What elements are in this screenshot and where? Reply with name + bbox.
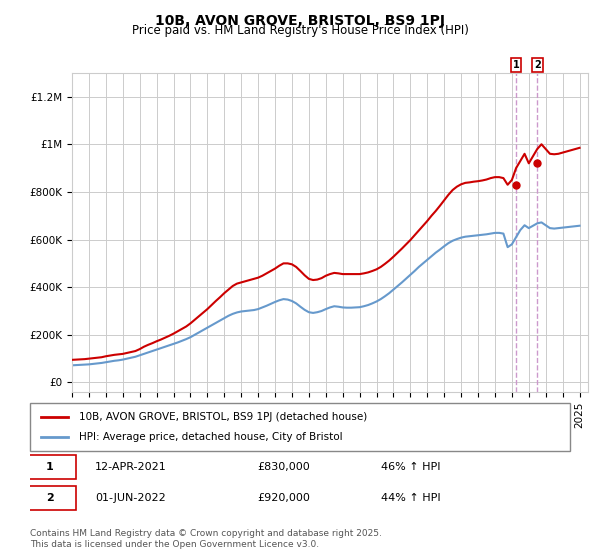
Text: HPI: Average price, detached house, City of Bristol: HPI: Average price, detached house, City…	[79, 432, 342, 442]
FancyBboxPatch shape	[25, 455, 76, 479]
Text: £920,000: £920,000	[257, 493, 310, 503]
Text: 10B, AVON GROVE, BRISTOL, BS9 1PJ: 10B, AVON GROVE, BRISTOL, BS9 1PJ	[155, 14, 445, 28]
FancyBboxPatch shape	[25, 486, 76, 510]
Text: 46% ↑ HPI: 46% ↑ HPI	[381, 463, 440, 473]
Text: 2: 2	[46, 493, 54, 503]
Text: 01-JUN-2022: 01-JUN-2022	[95, 493, 166, 503]
Text: 2: 2	[534, 60, 541, 70]
Text: 12-APR-2021: 12-APR-2021	[95, 463, 167, 473]
Text: 44% ↑ HPI: 44% ↑ HPI	[381, 493, 440, 503]
Text: 1: 1	[513, 60, 520, 70]
Text: Contains HM Land Registry data © Crown copyright and database right 2025.
This d: Contains HM Land Registry data © Crown c…	[30, 529, 382, 549]
Text: 10B, AVON GROVE, BRISTOL, BS9 1PJ (detached house): 10B, AVON GROVE, BRISTOL, BS9 1PJ (detac…	[79, 412, 367, 422]
Text: Price paid vs. HM Land Registry's House Price Index (HPI): Price paid vs. HM Land Registry's House …	[131, 24, 469, 36]
Text: £830,000: £830,000	[257, 463, 310, 473]
FancyBboxPatch shape	[30, 403, 570, 451]
Text: 1: 1	[46, 463, 54, 473]
